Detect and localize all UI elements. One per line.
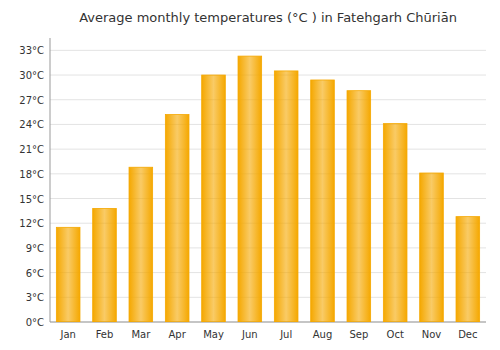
bar — [420, 173, 444, 322]
chart: Average monthly temperatures (°C ) in Fa… — [0, 0, 500, 350]
bar — [383, 124, 407, 322]
bar — [238, 56, 262, 322]
chart-container: Average monthly temperatures (°C ) in Fa… — [0, 0, 500, 350]
y-tick-label: 27°C — [19, 95, 44, 106]
y-tick-label: 3°C — [26, 292, 44, 303]
y-tick-label: 30°C — [19, 70, 44, 81]
y-tick-label: 33°C — [19, 45, 44, 56]
bar — [274, 71, 298, 322]
bar — [311, 80, 335, 322]
y-axis: 0°C 3°C 6°C 9°C 12°C 15°C 18°C 21°C 24°C 27°C 30°C… — [19, 38, 50, 328]
grid — [50, 50, 486, 322]
x-tick-label: Mar — [131, 329, 151, 340]
x-tick-label: Jan — [59, 329, 75, 340]
x-axis: Jan Feb Mar Apr May Jun Jul Aug Sep Oct Nov Dec — [59, 329, 477, 340]
bar — [165, 115, 189, 322]
page: {"chart_data": {"type": "bar", "title": … — [0, 0, 500, 350]
x-tick-label: Apr — [169, 329, 187, 340]
x-tick-label: Sep — [349, 329, 368, 340]
x-tick-label: Jun — [241, 329, 258, 340]
grid-line — [50, 124, 486, 125]
bar — [456, 217, 480, 322]
grid-line — [50, 50, 486, 51]
bar — [129, 167, 153, 322]
bar — [56, 227, 80, 322]
y-tick-label: 21°C — [19, 144, 44, 155]
x-tick-label: Nov — [422, 329, 442, 340]
y-axis-line — [50, 38, 51, 322]
x-tick-label: Aug — [313, 329, 333, 340]
bars — [56, 56, 479, 322]
title: Average monthly temperatures (°C ) in Fa… — [79, 10, 457, 25]
y-tick-label: 6°C — [26, 268, 44, 279]
y-tick-label: 18°C — [19, 169, 44, 180]
y-tick-label: 9°C — [26, 243, 44, 254]
grid-line — [50, 75, 486, 76]
y-tick-label: 15°C — [19, 194, 44, 205]
x-tick-label: Jul — [279, 329, 292, 340]
y-tick-label: 0°C — [26, 317, 44, 328]
y-tick-label: 24°C — [19, 119, 44, 130]
grid-line — [50, 149, 486, 150]
grid-line — [50, 99, 486, 100]
x-tick-label: Oct — [387, 329, 404, 340]
bar — [93, 208, 117, 322]
x-tick-label: May — [203, 329, 224, 340]
bar — [347, 91, 371, 322]
y-tick-label: 12°C — [19, 218, 44, 229]
x-tick-label: Dec — [458, 329, 477, 340]
bar — [202, 75, 226, 322]
x-tick-label: Feb — [96, 329, 114, 340]
